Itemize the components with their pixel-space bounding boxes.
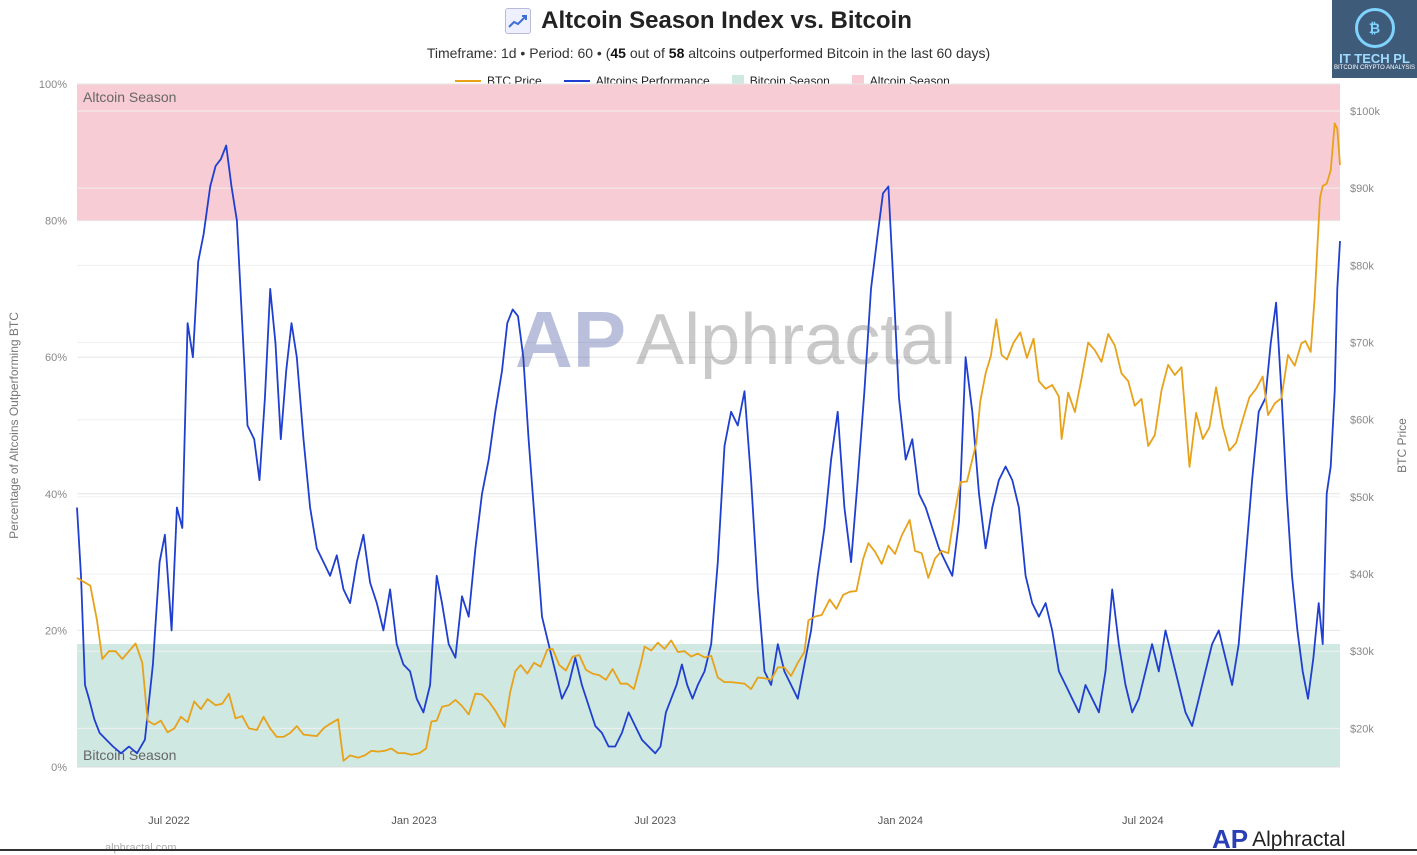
x-tick-label: Jan 2023 xyxy=(391,815,436,827)
chart-trend-icon xyxy=(505,8,532,34)
bottom-divider xyxy=(0,849,1417,851)
subtitle-suffix: altcoins outperformed Bitcoin in the las… xyxy=(684,45,991,61)
series-line-altcoins-performance xyxy=(76,144,1341,755)
y2-tick-label: $80k xyxy=(1350,260,1374,272)
bitcoin-chart-logo-icon: ₿ xyxy=(1354,8,1395,48)
subtitle-mid: out of xyxy=(625,45,669,61)
legend-swatch-btc-price xyxy=(455,80,481,82)
subtitle-prefix: Timeframe: 1d • Period: 60 • ( xyxy=(426,45,611,61)
watermark-mark: AP xyxy=(515,295,627,384)
y-tick-label: 0% xyxy=(51,762,67,774)
footer-logo-text: Alphractal xyxy=(1252,827,1346,851)
annotation-bitcoin-season: Bitcoin Season xyxy=(83,747,176,763)
brand-sub: BITCOIN CRYPTO ANALYSIS xyxy=(1333,65,1416,71)
annotation-altcoin-season: Altcoin Season xyxy=(83,89,176,105)
brand-badge: ₿ IT TECH PL BITCOIN CRYPTO ANALYSIS xyxy=(1332,0,1417,78)
subtitle-count: 45 xyxy=(610,45,626,61)
y-tick-label: 100% xyxy=(39,79,67,91)
y2-tick-label: $90k xyxy=(1350,183,1374,195)
y2-tick-label: $20k xyxy=(1350,723,1374,735)
y2-tick-label: $30k xyxy=(1350,646,1374,658)
y2-axis-title: BTC Price xyxy=(1395,418,1409,473)
y-tick-label: 20% xyxy=(45,625,67,637)
brand-name: IT TECH PL xyxy=(1339,51,1410,66)
x-tick-label: Jul 2023 xyxy=(634,815,676,827)
legend-swatch-altcoins-performance xyxy=(563,80,590,82)
watermark: AP Alphractal xyxy=(515,295,957,384)
y-axis-title: Percentage of Altcoins Outperforming BTC xyxy=(7,312,21,539)
chart-header: Altcoin Season Index vs. Bitcoin xyxy=(0,4,1417,38)
y2-tick-label: $40k xyxy=(1350,569,1374,581)
band-bitcoin-season xyxy=(77,644,1340,767)
subtitle-total: 58 xyxy=(668,45,685,61)
y-tick-label: 40% xyxy=(45,489,67,501)
y2-tick-label: $50k xyxy=(1350,492,1374,504)
band-altcoin-season xyxy=(77,84,1340,221)
y2-tick-label: $70k xyxy=(1350,338,1374,350)
footer-url: alphractal.com xyxy=(105,842,177,854)
y2-tick-label: $60k xyxy=(1350,415,1374,427)
chart-title: Altcoin Season Index vs. Bitcoin xyxy=(541,7,912,34)
y-tick-label: 60% xyxy=(45,352,67,364)
watermark-text: Alphractal xyxy=(636,300,957,380)
chart-subtitle: Timeframe: 1d • Period: 60 • (45 out of … xyxy=(0,45,1417,61)
y2-tick-label: $100k xyxy=(1350,106,1380,118)
y-tick-label: 80% xyxy=(45,216,67,228)
x-tick-label: Jul 2024 xyxy=(1122,815,1164,827)
series-line-btc-price xyxy=(76,122,1341,762)
x-tick-label: Jul 2022 xyxy=(148,815,190,827)
x-tick-label: Jan 2024 xyxy=(878,815,923,827)
